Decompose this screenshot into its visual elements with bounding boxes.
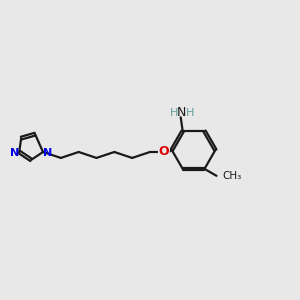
Text: N: N <box>177 106 186 119</box>
Text: H: H <box>169 108 178 118</box>
Text: H: H <box>185 108 194 118</box>
Text: CH₃: CH₃ <box>222 171 242 181</box>
Text: O: O <box>159 146 169 158</box>
Text: N: N <box>43 148 52 158</box>
Text: N: N <box>10 148 19 158</box>
